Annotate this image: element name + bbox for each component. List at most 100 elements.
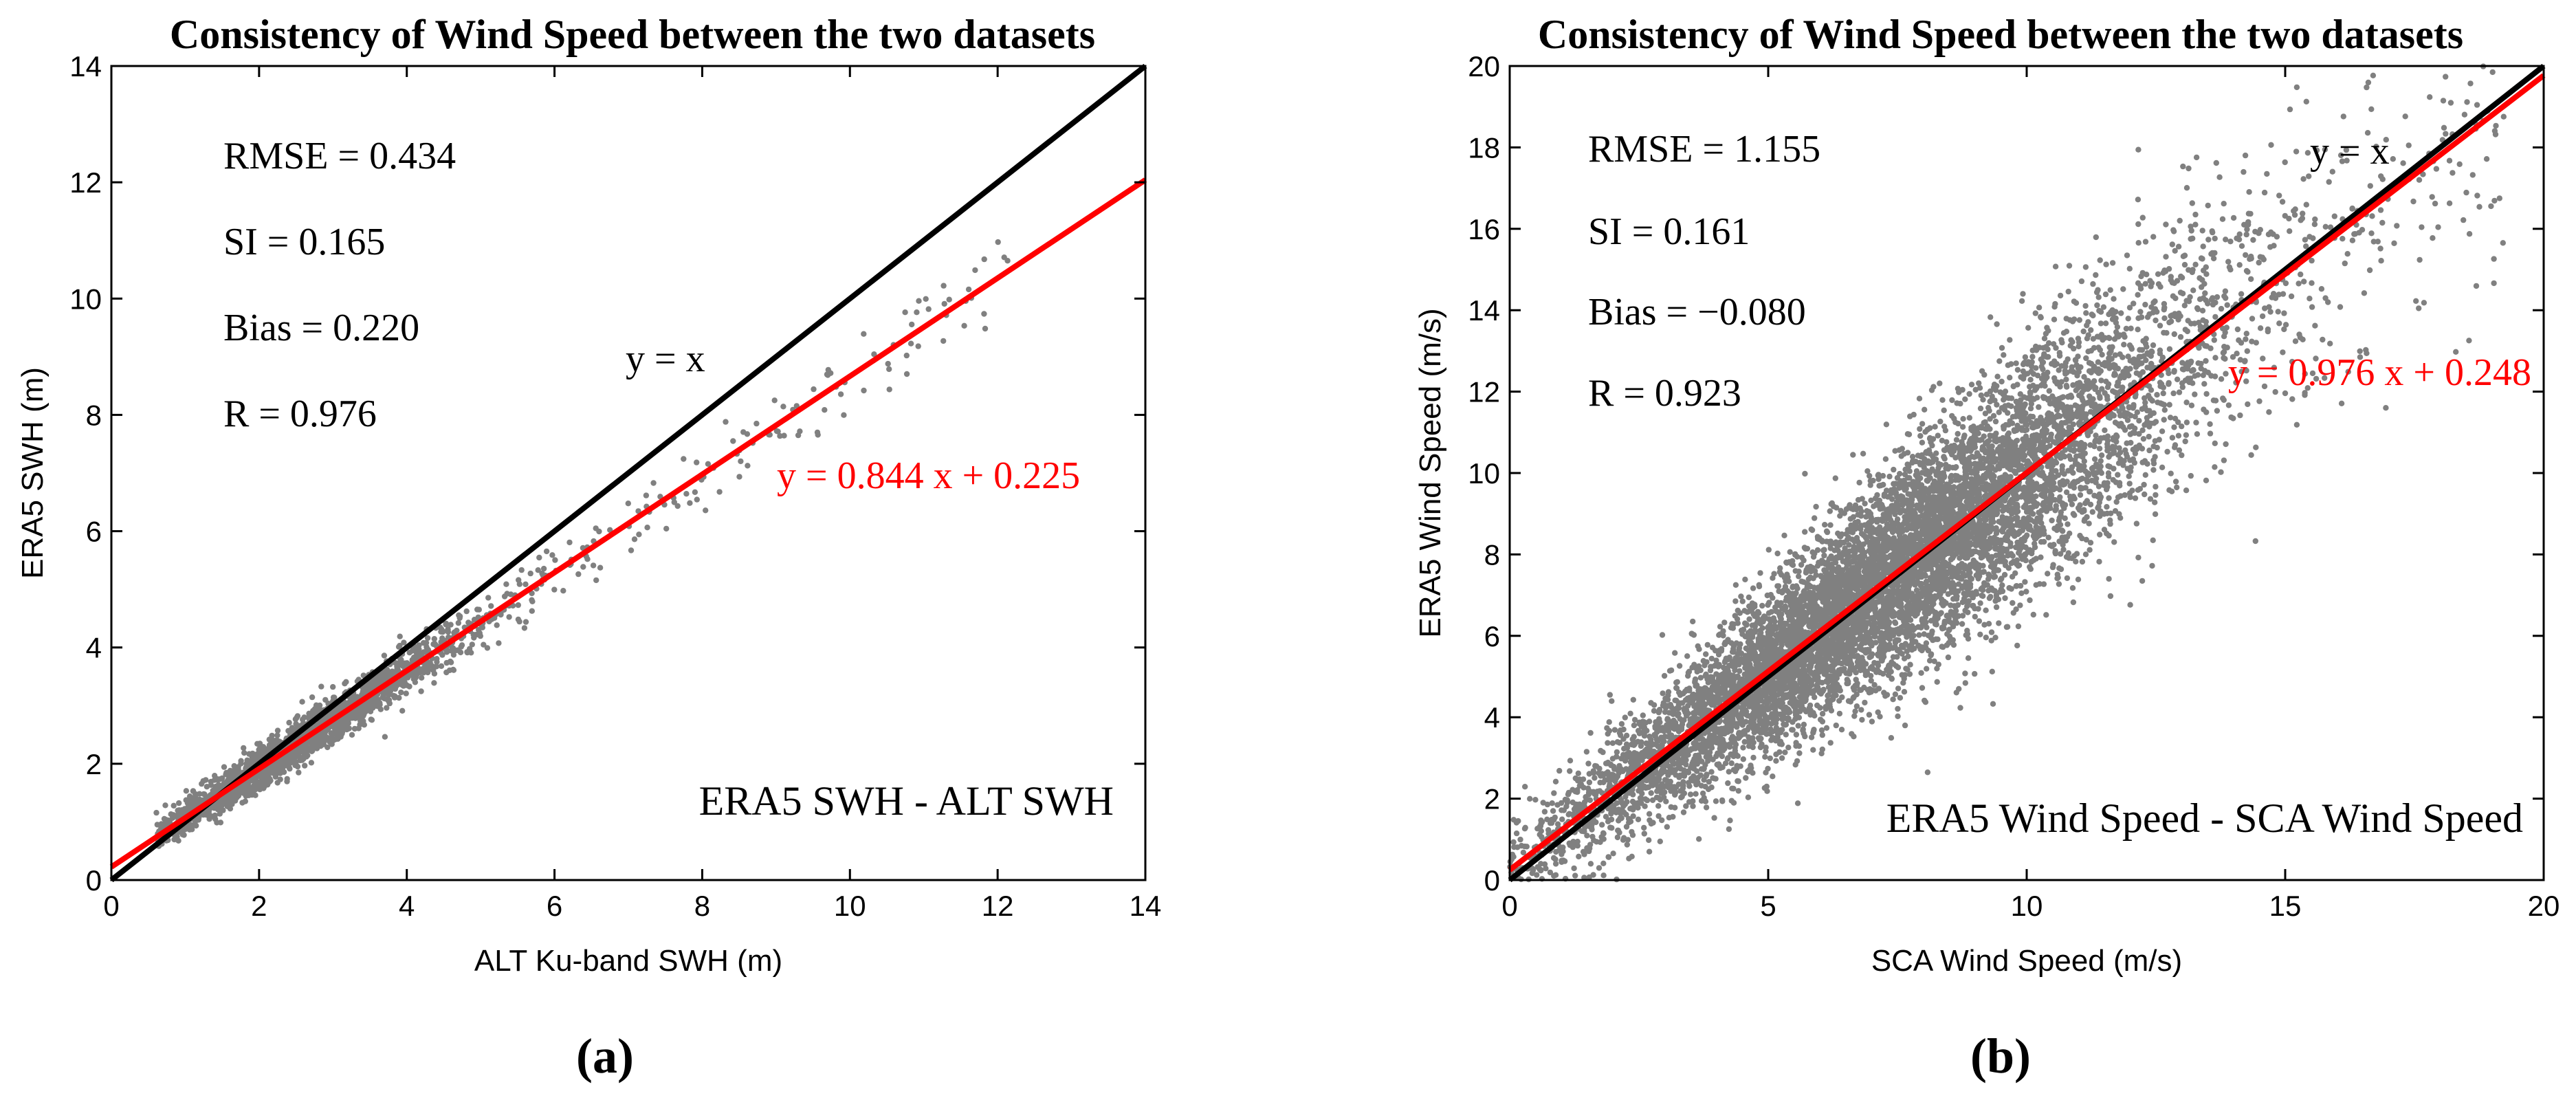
scatter-point	[643, 492, 650, 498]
scatter-point	[625, 501, 631, 507]
scatter-point	[2293, 421, 2300, 428]
scatter-point	[372, 703, 379, 709]
scatter-point	[1623, 732, 1630, 739]
scatter-point	[375, 696, 382, 703]
scatter-point	[2338, 400, 2345, 406]
scatter-point	[396, 694, 402, 701]
scatter-point	[409, 648, 415, 654]
scatter-point	[331, 736, 338, 743]
scatter-point	[285, 753, 291, 759]
scatter-point	[488, 603, 494, 609]
scatter-point	[2051, 316, 2058, 322]
scatter-point	[2377, 245, 2384, 252]
scatter-point	[2212, 355, 2219, 361]
scatter-point	[1999, 344, 2005, 351]
x-tick-label: 8	[694, 890, 710, 922]
scatter-point	[381, 652, 388, 659]
scatter-point	[445, 628, 452, 635]
x-tick-label: 10	[834, 890, 866, 922]
scatter-point	[2463, 189, 2469, 196]
scatter-point	[342, 681, 348, 687]
scatter-point	[223, 771, 229, 778]
scatter-point	[795, 432, 802, 439]
scatter-point	[886, 366, 892, 373]
scatter-point	[2203, 477, 2210, 483]
scatter-point	[364, 683, 371, 690]
scatter-point	[771, 397, 778, 404]
scatter-point	[169, 815, 176, 822]
scatter-point	[251, 752, 257, 758]
scatter-point	[471, 617, 478, 623]
scatter-point	[220, 807, 226, 813]
scatter-point	[2326, 179, 2332, 185]
scatter-point	[777, 432, 783, 439]
scatter-point	[1924, 769, 1931, 776]
scatter-point	[886, 386, 892, 393]
scatter-point	[2430, 235, 2436, 241]
scatter-point	[694, 496, 700, 503]
scatter-point	[328, 730, 334, 736]
scatter-point	[2076, 317, 2082, 323]
scatter-point	[2394, 223, 2400, 229]
scatter-point	[2279, 199, 2286, 205]
scatter-point	[671, 499, 677, 505]
scatter-point	[683, 491, 690, 497]
scatter-point	[247, 791, 254, 798]
scatter-point	[2370, 72, 2377, 79]
scatter-point	[1624, 842, 1630, 848]
scatter-point	[552, 557, 558, 563]
scatter-point	[1941, 424, 1948, 430]
y-tick-label: 0	[86, 864, 102, 897]
scatter-point	[2154, 392, 2160, 398]
scatter-point	[2087, 488, 2093, 495]
scatter-point	[903, 371, 910, 377]
scatter-point	[309, 694, 316, 701]
scatter-point	[1827, 522, 1834, 528]
scatter-point	[687, 500, 693, 506]
scatter-point	[965, 286, 972, 293]
scatter-point	[940, 338, 947, 344]
scatter-point	[745, 463, 751, 469]
scatter-point	[2288, 293, 2295, 300]
scatter-point	[981, 256, 987, 263]
scatter-point	[308, 760, 315, 766]
scatter-point	[485, 595, 492, 601]
scatter-point	[306, 746, 313, 752]
scatter-point	[824, 372, 831, 378]
scatter-point	[650, 480, 657, 486]
stat-r: R = 0.976	[223, 393, 377, 435]
scatter-point	[2361, 290, 2368, 296]
scatter-point	[290, 758, 296, 765]
scatter-point	[1575, 770, 1581, 777]
scatter-point	[192, 791, 199, 798]
scatter-point	[2182, 327, 2188, 333]
scatter-point	[941, 300, 947, 307]
scatter-point	[221, 764, 228, 770]
scatter-point	[1782, 749, 1788, 756]
scatter-point	[1917, 432, 1924, 439]
scatter-point	[368, 717, 375, 723]
scatter-point	[349, 697, 355, 703]
scatter-point	[1527, 795, 1533, 802]
scatter-point	[1993, 604, 2000, 611]
scatter-point	[2342, 260, 2348, 267]
scatter-point	[1001, 254, 1007, 261]
scatter-point	[2149, 397, 2155, 404]
scatter-point	[446, 667, 453, 674]
scatter-point	[2179, 452, 2185, 459]
scatter-point	[2440, 98, 2447, 104]
scatter-point	[1939, 397, 1946, 403]
scatter-point	[397, 642, 403, 649]
scatter-point	[515, 616, 522, 623]
scatter-point	[1928, 387, 1935, 393]
scatter-point	[694, 459, 700, 465]
scatter-point	[301, 745, 307, 752]
scatter-point	[349, 715, 355, 721]
scatter-point	[515, 602, 521, 608]
scatter-point	[1572, 775, 1578, 782]
scatter-point	[822, 407, 828, 413]
scatter-point	[1622, 714, 1628, 721]
scatter-point	[1977, 631, 1983, 637]
scatter-point	[286, 765, 292, 771]
panel-b: Consistency of Wind Speed between the tw…	[1413, 12, 2560, 1084]
